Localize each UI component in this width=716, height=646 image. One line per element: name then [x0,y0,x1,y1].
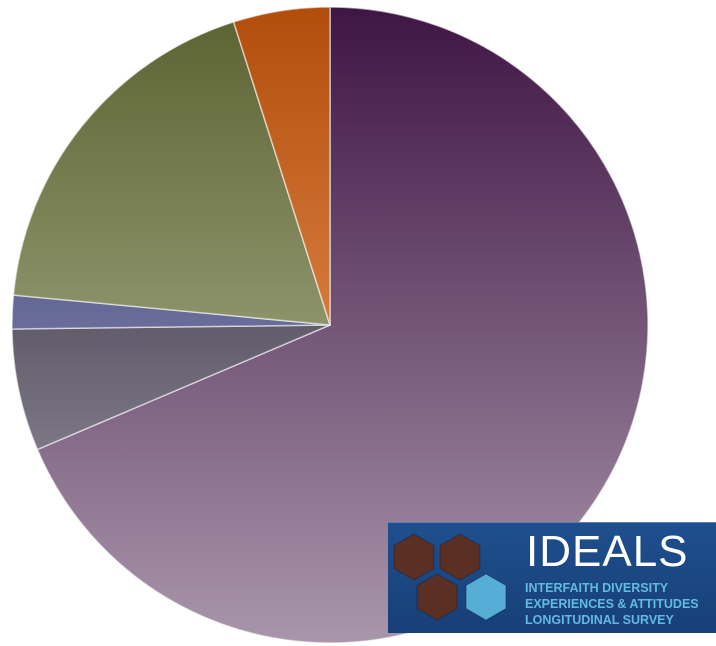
hexagon-icon [416,573,458,621]
pie-slice [232,6,331,326]
pie-slice [36,6,649,644]
pie-slices [11,6,649,644]
logo-subtitle-line: INTERFAITH DIVERSITY [525,581,669,595]
ideals-logo: IDEALS INTERFAITH DIVERSITY EXPERIENCES … [388,522,716,633]
pie-slice [11,324,331,451]
pie-slice [12,21,332,326]
hexagon-icon [393,533,435,581]
logo-subtitle-line: LONGITUDINAL SURVEY [525,613,674,627]
hexagon-icon [439,533,481,581]
logo-title: IDEALS [526,527,689,576]
hexagon-cluster-icon [393,533,507,621]
hexagon-icon [465,573,507,621]
logo-subtitle: INTERFAITH DIVERSITY EXPERIENCES & ATTIT… [525,580,699,628]
logo-subtitle-line: EXPERIENCES & ATTITUDES [525,597,699,611]
